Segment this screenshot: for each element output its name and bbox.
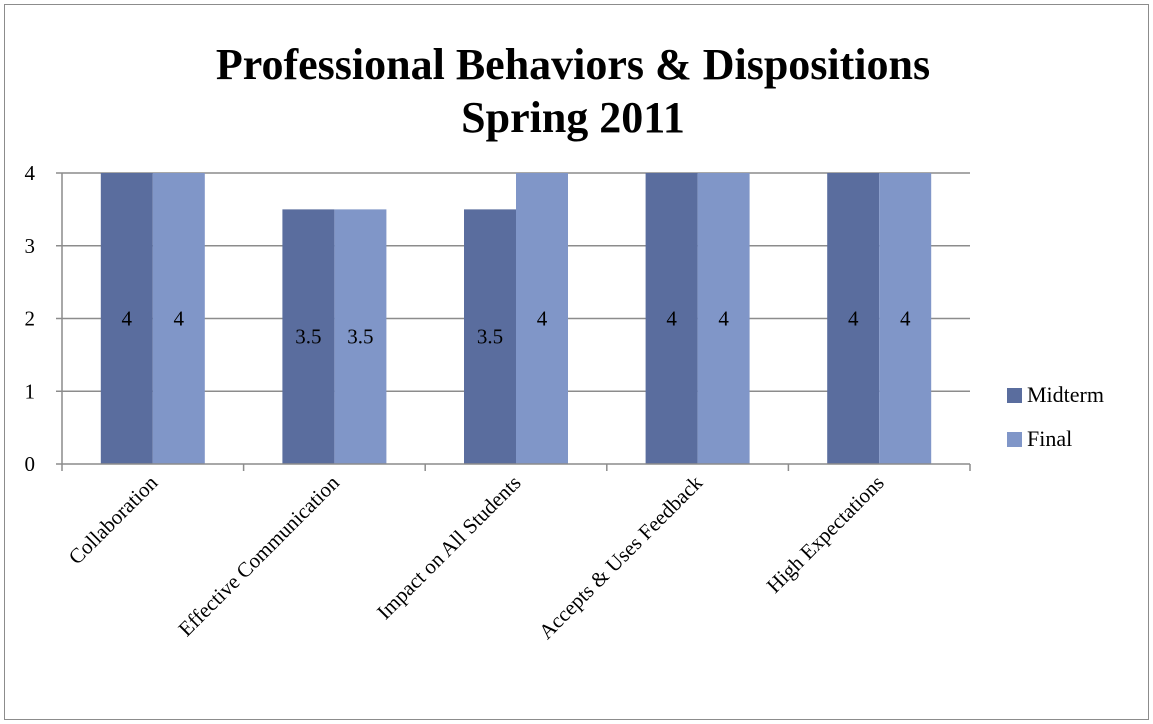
data-label: 4 xyxy=(122,307,133,331)
bar-final-1 xyxy=(334,209,387,464)
bar-final-0 xyxy=(152,173,205,464)
data-label: 4 xyxy=(537,307,548,331)
x-category-label: Accepts & Uses Feedback xyxy=(534,470,708,644)
data-label: 4 xyxy=(666,307,677,331)
y-axis-tick-labels: 0 1 2 3 4 xyxy=(25,161,36,476)
data-label: 3.5 xyxy=(477,325,503,349)
data-label: 3.5 xyxy=(347,325,373,349)
legend-swatch-midterm xyxy=(1007,388,1022,403)
x-category-label: Effective Communication xyxy=(173,470,344,641)
data-label: 3.5 xyxy=(295,325,321,349)
bar-final-2 xyxy=(516,173,568,464)
chart-frame: Professional Behaviors & Dispositions Sp… xyxy=(4,4,1149,720)
y-tick-label: 0 xyxy=(25,452,36,476)
legend-label-final: Final xyxy=(1027,426,1072,451)
bar-midterm-2 xyxy=(464,209,516,464)
bars xyxy=(100,173,932,464)
chart-title-line-1: Professional Behaviors & Dispositions xyxy=(216,40,930,89)
axes xyxy=(56,172,971,471)
data-label: 4 xyxy=(718,307,729,331)
data-label: 4 xyxy=(900,307,911,331)
x-category-label: Collaboration xyxy=(64,470,163,569)
legend: Midterm Final xyxy=(1007,382,1104,451)
bar-midterm-1 xyxy=(282,209,335,464)
bar-midterm-0 xyxy=(100,173,153,464)
bar-midterm-3 xyxy=(645,173,698,464)
y-tick-label: 2 xyxy=(25,307,36,331)
data-label: 4 xyxy=(848,307,859,331)
bar-midterm-4 xyxy=(827,173,880,464)
x-category-label: High Expectations xyxy=(762,471,889,598)
chart-svg: Professional Behaviors & Dispositions Sp… xyxy=(25,40,1105,644)
legend-swatch-final xyxy=(1007,432,1022,447)
bar-final-4 xyxy=(879,173,932,464)
data-label: 4 xyxy=(174,307,185,331)
x-category-label: Impact on All Students xyxy=(372,471,525,624)
y-tick-label: 1 xyxy=(25,379,36,403)
chart-title-line-2: Spring 2011 xyxy=(461,93,685,142)
chart-title: Professional Behaviors & Dispositions Sp… xyxy=(216,40,930,142)
bar-final-3 xyxy=(697,173,750,464)
y-tick-label: 4 xyxy=(25,161,36,185)
legend-label-midterm: Midterm xyxy=(1027,382,1104,407)
y-tick-label: 3 xyxy=(25,234,36,258)
data-labels: 4 4 3.5 3.5 3.5 4 4 4 4 4 xyxy=(122,307,911,349)
x-axis-category-labels: Collaboration Effective Communication Impa… xyxy=(64,470,889,644)
